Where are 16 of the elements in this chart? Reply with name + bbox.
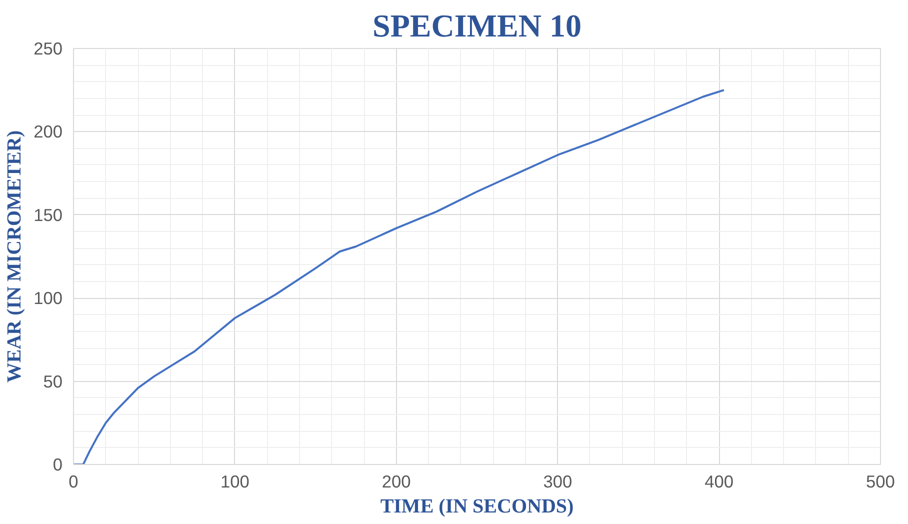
x-tick-label: 0 (68, 472, 78, 492)
chart-title: SPECIMEN 10 (372, 8, 582, 44)
x-tick-label: 500 (866, 472, 895, 492)
y-tick-label: 250 (34, 38, 63, 58)
y-tick-label: 200 (34, 122, 63, 142)
y-tick-label: 150 (34, 204, 63, 225)
x-tick-label: 400 (704, 472, 734, 492)
x-tick-label: 300 (543, 472, 572, 492)
y-axis-title: WEAR (IN MICROMETER) (4, 130, 26, 383)
line-series (74, 89, 725, 464)
y-tick-label: 0 (52, 454, 63, 474)
x-tick-label: 100 (220, 472, 250, 492)
x-axis-title: TIME (IN SECONDS) (380, 496, 574, 518)
y-tick-label: 100 (34, 288, 63, 308)
y-tick-label: 50 (43, 371, 63, 392)
x-tick-label: 200 (382, 472, 411, 492)
